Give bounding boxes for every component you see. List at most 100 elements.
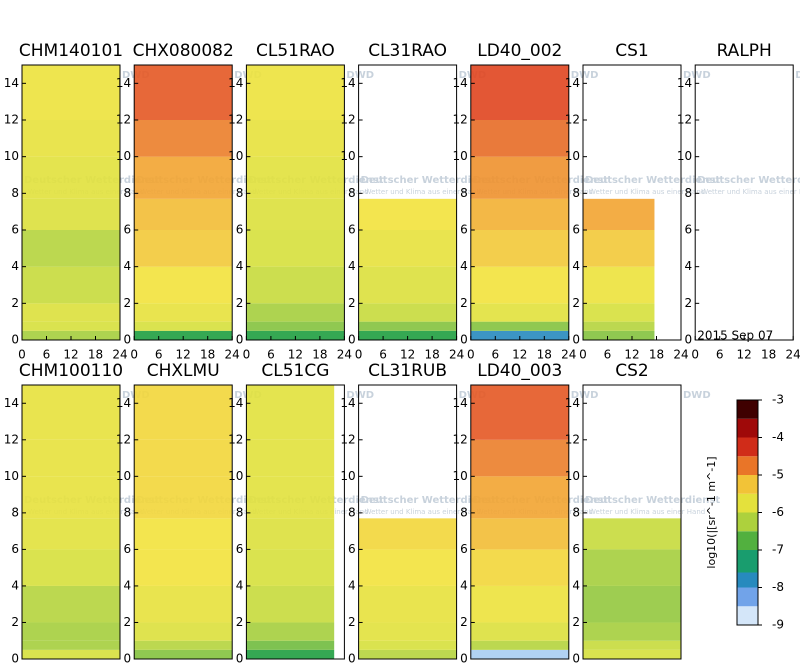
colorbar-tick-label: -4 bbox=[772, 430, 784, 444]
y-tick-label: 8 bbox=[460, 186, 468, 200]
y-tick-label: 2 bbox=[348, 615, 356, 629]
y-tick-label: 14 bbox=[228, 76, 243, 90]
y-tick-label: 4 bbox=[460, 259, 468, 273]
y-tick-label: 4 bbox=[11, 578, 19, 592]
y-tick-label: 6 bbox=[124, 542, 132, 556]
backscatter-band bbox=[22, 266, 120, 304]
backscatter-band bbox=[134, 120, 233, 157]
backscatter-band bbox=[246, 439, 335, 477]
y-tick-label: 4 bbox=[348, 578, 356, 592]
x-tick-label: 12 bbox=[176, 348, 191, 362]
y-tick-label: 4 bbox=[124, 259, 132, 273]
y-tick-label: 4 bbox=[685, 259, 693, 273]
backscatter-band bbox=[470, 303, 569, 322]
colorbar-band bbox=[737, 456, 758, 475]
panel-title: CHX080082 bbox=[133, 41, 234, 61]
panel-title: CS2 bbox=[615, 361, 648, 381]
x-tick-label: 18 bbox=[537, 348, 552, 362]
y-tick-label: 12 bbox=[565, 113, 580, 127]
colorbar-band bbox=[737, 418, 758, 438]
y-tick-label: 4 bbox=[348, 259, 356, 273]
backscatter-band bbox=[583, 622, 681, 641]
backscatter-band bbox=[358, 622, 457, 641]
x-tick-label: 24 bbox=[112, 348, 127, 362]
x-tick-label: 6 bbox=[155, 348, 163, 362]
x-tick-label: 0 bbox=[579, 348, 587, 362]
y-tick-label: 12 bbox=[116, 113, 131, 127]
y-tick-label: 8 bbox=[348, 505, 356, 519]
y-tick-label: 8 bbox=[460, 505, 468, 519]
y-tick-label: 0 bbox=[124, 333, 132, 347]
colorbar-tick-label: -6 bbox=[772, 505, 784, 519]
watermark-logo: DWD bbox=[571, 70, 599, 81]
backscatter-band bbox=[470, 156, 569, 199]
panel-title: LD40_002 bbox=[477, 41, 562, 61]
y-tick-label: 8 bbox=[11, 505, 19, 519]
backscatter-band bbox=[246, 330, 345, 340]
watermark-subtitle: Wetter und Klima aus einer Hand bbox=[589, 188, 705, 196]
backscatter-band bbox=[470, 120, 569, 157]
backscatter-band bbox=[134, 321, 233, 331]
backscatter-band bbox=[470, 385, 569, 440]
backscatter-band bbox=[246, 640, 335, 650]
y-tick-label: 14 bbox=[4, 396, 19, 410]
y-tick-label: 14 bbox=[453, 76, 468, 90]
y-tick-label: 6 bbox=[572, 223, 580, 237]
y-tick-label: 2 bbox=[124, 615, 132, 629]
backscatter-band bbox=[134, 65, 233, 120]
x-tick-label: 0 bbox=[467, 348, 475, 362]
backscatter-band bbox=[470, 321, 569, 331]
backscatter-band bbox=[470, 649, 569, 659]
y-tick-label: 6 bbox=[124, 223, 132, 237]
backscatter-band bbox=[358, 649, 457, 659]
backscatter-band bbox=[134, 549, 233, 586]
backscatter-band bbox=[470, 198, 569, 230]
backscatter-band bbox=[22, 585, 120, 623]
backscatter-band bbox=[470, 549, 569, 586]
colorbar-label: log10(|[sr^-1 m^-1] bbox=[705, 456, 718, 568]
backscatter-band bbox=[134, 585, 233, 623]
backscatter-band bbox=[22, 120, 120, 157]
x-tick-label: 18 bbox=[649, 348, 664, 362]
y-tick-label: 12 bbox=[4, 432, 19, 446]
y-tick-label: 12 bbox=[340, 432, 355, 446]
backscatter-band bbox=[134, 640, 233, 650]
panel-title: RALPH bbox=[717, 41, 772, 61]
backscatter-band bbox=[134, 156, 233, 199]
backscatter-band bbox=[22, 321, 120, 331]
colorbar-band bbox=[737, 550, 758, 573]
colorbar-tick-label: -7 bbox=[772, 543, 784, 557]
watermark-logo: DWD bbox=[683, 70, 711, 81]
backscatter-band bbox=[583, 640, 681, 650]
y-tick-label: 14 bbox=[116, 396, 131, 410]
y-tick-label: 2 bbox=[572, 615, 580, 629]
y-tick-label: 6 bbox=[236, 223, 244, 237]
y-tick-label: 14 bbox=[116, 76, 131, 90]
y-tick-label: 4 bbox=[572, 578, 580, 592]
backscatter-band bbox=[22, 439, 120, 477]
y-tick-label: 8 bbox=[685, 186, 693, 200]
y-tick-label: 12 bbox=[453, 432, 468, 446]
backscatter-band bbox=[246, 321, 345, 331]
colorbar-band bbox=[737, 512, 758, 532]
panel-frame bbox=[582, 384, 682, 660]
watermark-title: Deutscher Wetterdienst bbox=[697, 175, 800, 186]
backscatter-band bbox=[470, 230, 569, 267]
backscatter-band bbox=[470, 476, 569, 519]
backscatter-band bbox=[583, 321, 655, 331]
backscatter-band bbox=[470, 439, 569, 477]
watermark-title: Deutscher Wetterdienst bbox=[361, 175, 496, 186]
y-tick-label: 14 bbox=[677, 76, 692, 90]
backscatter-band bbox=[134, 230, 233, 267]
backscatter-band bbox=[22, 198, 120, 230]
backscatter-band bbox=[470, 266, 569, 304]
backscatter-band bbox=[246, 198, 345, 230]
backscatter-band bbox=[583, 303, 655, 322]
backscatter-band bbox=[134, 476, 233, 519]
backscatter-band bbox=[583, 266, 655, 304]
y-tick-label: 10 bbox=[453, 469, 468, 483]
y-tick-label: 14 bbox=[565, 76, 580, 90]
y-tick-label: 2 bbox=[572, 296, 580, 310]
backscatter-band bbox=[246, 518, 335, 550]
y-tick-label: 12 bbox=[116, 432, 131, 446]
